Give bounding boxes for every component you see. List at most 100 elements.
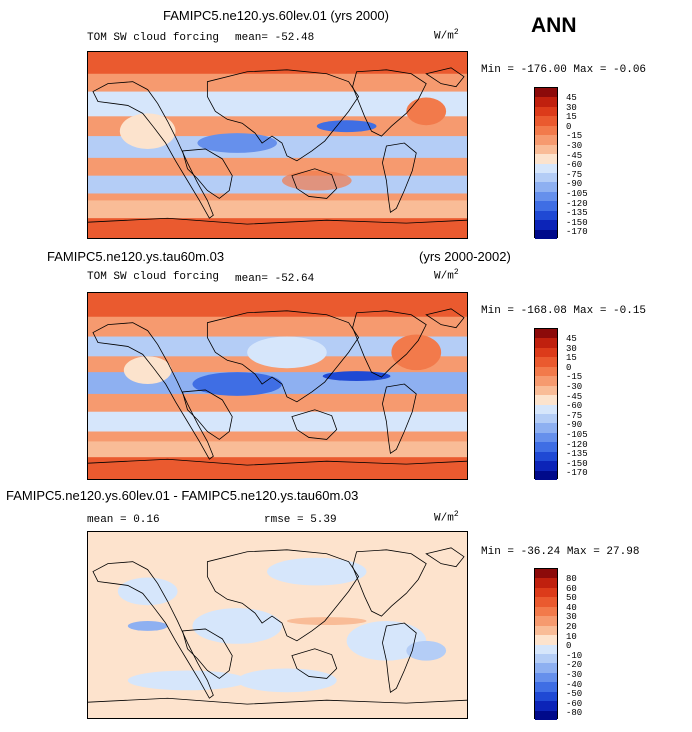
colorbar-tick-label: -20 xyxy=(566,660,583,671)
colorbar-tick-label: -60 xyxy=(566,698,583,709)
colorbar-tick-label: 0 xyxy=(566,362,572,373)
colorbar-tick-label: -60 xyxy=(566,160,583,171)
panel3-title: FAMIPC5.ne120.ys.60lev.01 - FAMIPC5.ne12… xyxy=(6,488,359,503)
colorbar-tick-label: 30 xyxy=(566,612,577,623)
colorbar-swatch xyxy=(535,376,557,386)
panel3-rmse: rmse = 5.39 xyxy=(264,514,337,526)
colorbar-swatch xyxy=(535,97,557,107)
colorbar-tick-label: 0 xyxy=(566,641,572,652)
colorbar-tick-label: 10 xyxy=(566,631,577,642)
colorbar-swatch xyxy=(535,172,557,183)
colorbar-swatch xyxy=(535,347,557,358)
colorbar-tick-label: -150 xyxy=(566,458,588,469)
panel3-map xyxy=(87,531,468,719)
colorbar-swatch xyxy=(535,135,557,145)
colorbar-swatch xyxy=(535,220,557,230)
colorbar-swatch xyxy=(535,470,557,480)
colorbar-swatch xyxy=(535,154,557,164)
world-map-svg xyxy=(88,52,467,238)
colorbar-tick-label: 60 xyxy=(566,583,577,594)
colorbar-swatch xyxy=(535,413,557,424)
colorbar-tick-label: -90 xyxy=(566,179,583,190)
colorbar-swatch xyxy=(535,385,557,396)
colorbar-tick-label: -30 xyxy=(566,669,583,680)
world-map-svg xyxy=(88,532,467,718)
colorbar-swatch xyxy=(535,116,557,126)
panel1-minmax: Min = -176.00 Max = -0.06 xyxy=(481,64,647,76)
colorbar-tick-label: -120 xyxy=(566,198,588,209)
panel2-units: W/m2 xyxy=(434,268,459,283)
colorbar-tick-label: 20 xyxy=(566,621,577,632)
colorbar-tick-label: -15 xyxy=(566,131,583,142)
colorbar-swatch xyxy=(535,432,557,443)
colorbar-swatch xyxy=(535,710,557,720)
colorbar-swatch xyxy=(535,338,557,348)
colorbar-tick-label: -170 xyxy=(566,468,588,479)
colorbar-swatch xyxy=(535,635,557,645)
colorbar-tick-label: -135 xyxy=(566,208,588,219)
colorbar-swatch xyxy=(535,616,557,626)
colorbar-tick-label: 80 xyxy=(566,574,577,584)
colorbar-swatch xyxy=(535,357,557,367)
colorbar-swatch xyxy=(535,701,557,711)
panel2-map xyxy=(87,292,468,480)
colorbar-swatch xyxy=(535,229,557,239)
colorbar-swatch xyxy=(535,125,557,136)
colorbar-swatch xyxy=(535,106,557,117)
colorbar-tick-label: -75 xyxy=(566,169,583,180)
colorbar-swatch xyxy=(535,461,557,471)
panel3-colorbar-labels: 80 60 50 40 30 20 10 0 -10 -20 -30 -40 -50 -60 -80 xyxy=(566,575,582,719)
panel2-colorbar-labels: 45 30 15 0 -15 -30 -45 -60 -75 -90 -105 -120 -135 -15… xyxy=(566,335,588,479)
colorbar-tick-label: -40 xyxy=(566,679,583,690)
colorbar-swatch xyxy=(535,182,557,192)
panel3-mean: mean = 0.16 xyxy=(87,514,160,526)
season-label: ANN xyxy=(531,14,577,37)
panel2-field-label: TOM SW cloud forcing xyxy=(87,271,220,283)
colorbar-tick-label: -80 xyxy=(566,708,583,719)
colorbar-swatch xyxy=(535,210,557,221)
colorbar-swatch xyxy=(535,587,557,598)
colorbar-tick-label: -45 xyxy=(566,150,583,161)
colorbar-swatch xyxy=(535,191,557,202)
colorbar-swatch xyxy=(535,653,557,664)
panel1-title: FAMIPC5.ne120.ys.60lev.01 (yrs 2000) xyxy=(163,8,389,23)
colorbar-tick-label: -75 xyxy=(566,410,583,421)
colorbar-tick-label: 0 xyxy=(566,121,572,132)
colorbar-tick-label: -105 xyxy=(566,188,588,199)
colorbar-swatch xyxy=(535,451,557,462)
panel2-minmax: Min = -168.08 Max = -0.15 xyxy=(481,305,647,317)
panel3-colorbar xyxy=(534,568,558,720)
panel1-units: W/m2 xyxy=(434,28,459,43)
colorbar-tick-label: 15 xyxy=(566,353,577,364)
colorbar-swatch xyxy=(535,663,557,673)
panel2-title: FAMIPC5.ne120.ys.tau60m.03 xyxy=(47,249,225,264)
panel2-years: (yrs 2000-2002) xyxy=(419,249,511,264)
colorbar-swatch xyxy=(535,691,557,702)
colorbar-tick-label: -30 xyxy=(566,140,583,151)
panel1-field-label: TOM SW cloud forcing xyxy=(87,32,220,44)
colorbar-tick-label: -150 xyxy=(566,217,588,228)
colorbar-swatch xyxy=(535,163,557,173)
colorbar-swatch xyxy=(535,682,557,692)
world-map-svg xyxy=(88,293,467,479)
colorbar-tick-label: -50 xyxy=(566,689,583,700)
colorbar-tick-label: -45 xyxy=(566,391,583,402)
panel2-colorbar xyxy=(534,328,558,480)
colorbar-swatch xyxy=(535,329,557,339)
colorbar-swatch xyxy=(535,88,557,98)
colorbar-swatch xyxy=(535,578,557,588)
colorbar-tick-label: 15 xyxy=(566,112,577,123)
colorbar-tick-label: -60 xyxy=(566,401,583,412)
colorbar-swatch xyxy=(535,404,557,414)
colorbar-swatch xyxy=(535,606,557,617)
colorbar-swatch xyxy=(535,625,557,636)
panel1-map xyxy=(87,51,468,239)
panel2-mean: mean= -52.64 xyxy=(235,273,315,285)
colorbar-tick-label: -30 xyxy=(566,381,583,392)
colorbar-swatch xyxy=(535,395,557,405)
colorbar-swatch xyxy=(535,201,557,211)
panel3-units: W/m2 xyxy=(434,510,459,525)
panel3-minmax: Min = -36.24 Max = 27.98 xyxy=(481,546,640,558)
colorbar-tick-label: -15 xyxy=(566,372,583,383)
colorbar-swatch xyxy=(535,423,557,433)
